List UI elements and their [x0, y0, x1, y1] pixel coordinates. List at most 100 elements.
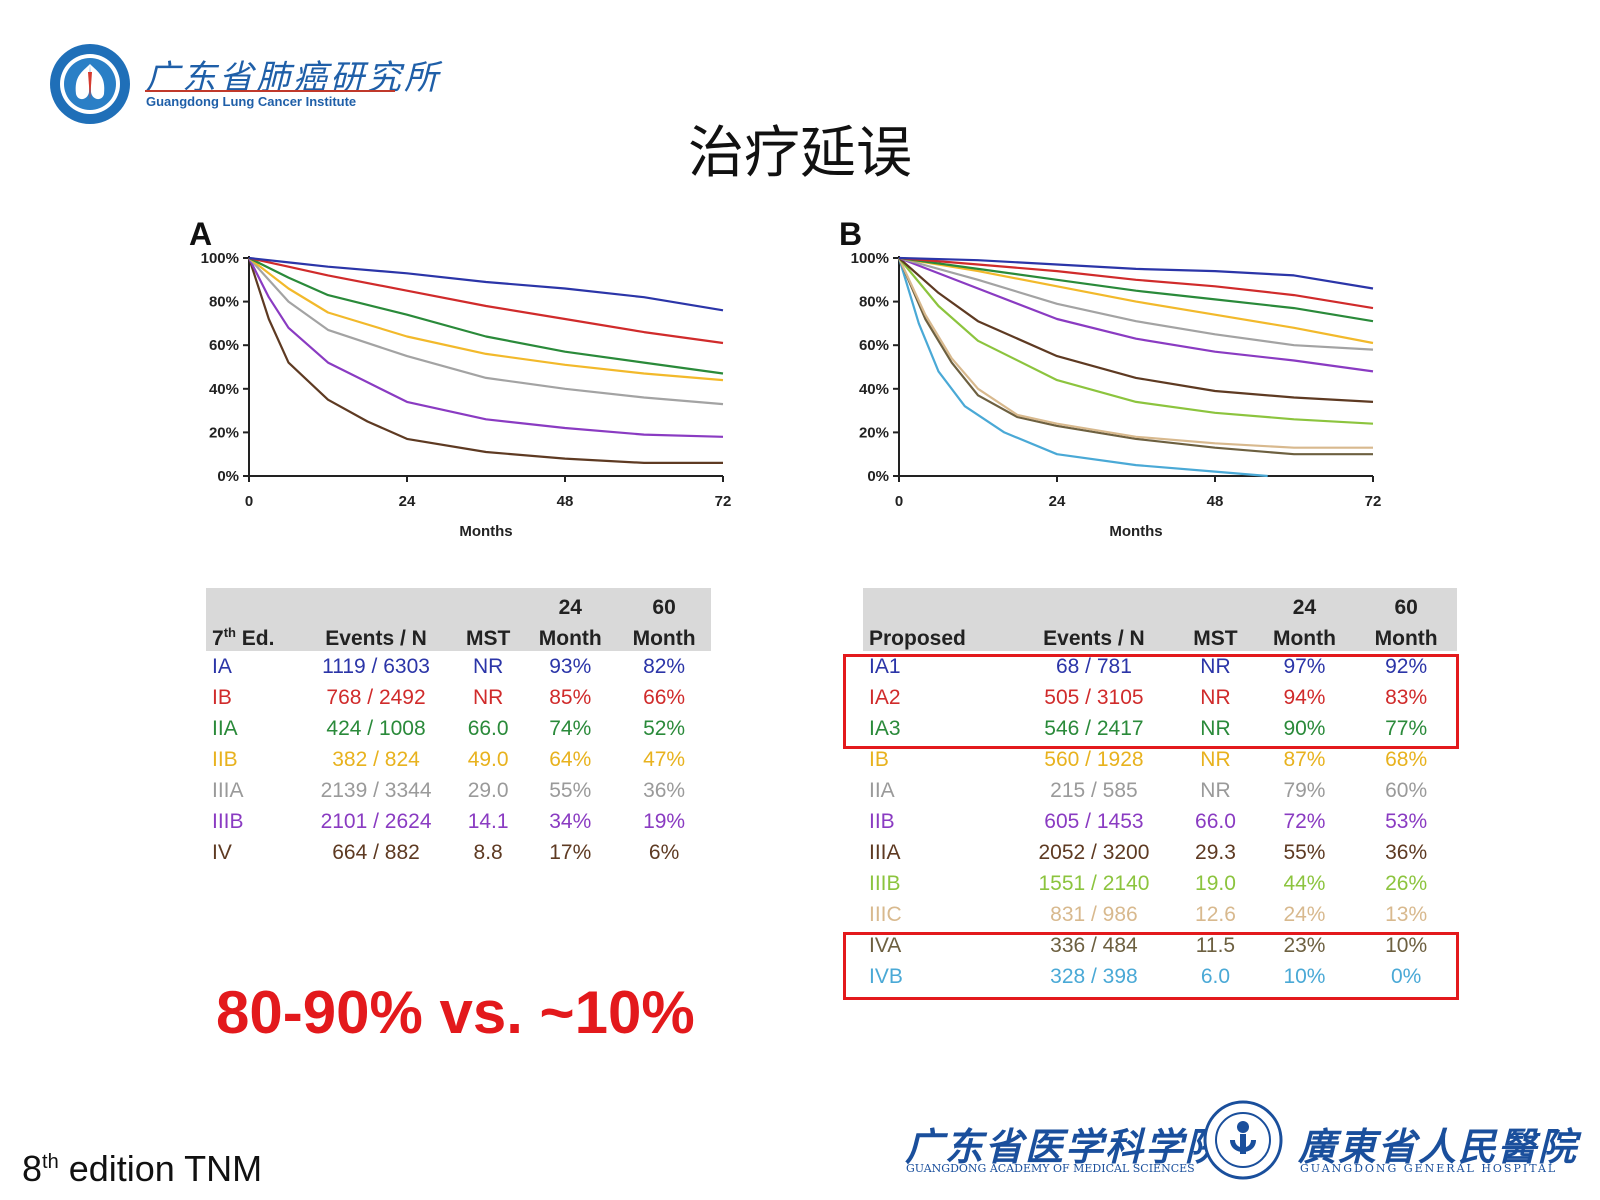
table-b-head-top-3: 24: [1292, 596, 1317, 619]
y-tick-label: 0%: [867, 468, 889, 485]
table-a-head-top-4: 60: [652, 596, 676, 619]
survival-curve-ib: [248, 256, 724, 345]
y-tick-label: 100%: [851, 250, 889, 267]
month60-cell: 0%: [1390, 964, 1422, 988]
x-axis-label: Months: [1109, 523, 1162, 540]
stage-cell: IIA: [212, 716, 238, 740]
table-b-head-top-0: [863, 588, 1011, 620]
survival-table-7th-edition: 24 60 7th Ed. Events / N MST Month Month…: [206, 588, 711, 868]
table-row: IA2 505 / 3105 NR 94% 83%: [863, 682, 1457, 713]
month60-cell: 36%: [643, 778, 686, 802]
x-tick-label: 0: [895, 493, 903, 510]
month24-cell: 72%: [1283, 809, 1326, 833]
month60-cell: 53%: [1385, 809, 1428, 833]
table-row: IIA 424 / 1008 66.0 74% 52%: [206, 713, 711, 744]
table-b-head-events: Events / N: [1043, 627, 1145, 650]
events-cell: 1551 / 2140: [1038, 871, 1150, 895]
events-cell: 336 / 484: [1050, 933, 1138, 957]
events-cell: 664 / 882: [332, 840, 420, 864]
y-tick-label: 40%: [859, 381, 889, 398]
mst-cell: 66.0: [467, 716, 509, 740]
survival-chart-b: B 0% 20% 40% 60% 80% 100% 0 24 48 72 Months: [839, 216, 1382, 540]
stage-cell: IA: [212, 654, 232, 678]
month24-cell: 79%: [1283, 778, 1326, 802]
month60-cell: 26%: [1385, 871, 1428, 895]
mst-cell: NR: [472, 685, 504, 709]
mst-cell: 8.8: [473, 840, 503, 864]
survival-curve-ia1: [898, 256, 1374, 290]
x-tick-label: 72: [715, 493, 732, 510]
gams-name-en: GUANGDONG ACADEMY OF MEDICAL SCIENCES: [906, 1162, 1195, 1175]
month60-cell: 68%: [1385, 747, 1428, 771]
table-row: IIIC 831 / 986 12.6 24% 13%: [863, 899, 1457, 930]
y-tick-label: 80%: [209, 294, 239, 311]
mst-cell: NR: [1200, 654, 1231, 678]
events-cell: 328 / 398: [1050, 964, 1138, 988]
table-row: IIIB 2101 / 2624 14.1 34% 19%: [206, 806, 711, 837]
slide-title: 治疗延误: [688, 121, 912, 186]
stage-cell: IIIB: [869, 871, 901, 895]
month24-cell: 55%: [1283, 840, 1326, 864]
month60-cell: 66%: [643, 685, 686, 709]
y-tick-label: 80%: [859, 294, 889, 311]
survival-curve-iv: [247, 257, 723, 464]
table-a-head-top-2: [453, 588, 523, 620]
survival-curve-iib: [248, 257, 724, 382]
month24-cell: 55%: [549, 778, 592, 802]
y-tick-label: 40%: [209, 381, 239, 398]
table-row: IIB 382 / 824 49.0 64% 47%: [206, 744, 711, 775]
survival-curve-iva: [897, 257, 1373, 456]
stage-cell: IA2: [869, 685, 901, 709]
stage-cell: IIB: [869, 809, 895, 833]
survival-curve-ib: [898, 256, 1374, 345]
month60-cell: 83%: [1385, 685, 1428, 709]
y-tick-label: 60%: [859, 337, 889, 354]
events-cell: 1119 / 6303: [322, 654, 430, 678]
stage-cell: IIIC: [869, 902, 902, 926]
month60-cell: 10%: [1385, 933, 1428, 957]
mst-cell: 19.0: [1195, 871, 1236, 895]
x-tick-label: 48: [557, 493, 574, 510]
institute-logo-icon: [50, 44, 130, 124]
hospital-name-cn: 廣東省人民醫院: [1298, 1124, 1579, 1169]
stage-cell: IB: [212, 685, 232, 709]
mst-cell: 49.0: [467, 747, 509, 771]
month60-cell: 82%: [643, 654, 686, 678]
table-b-head-top-4: 60: [1394, 596, 1418, 619]
table-a-head-events: Events / N: [325, 627, 427, 650]
table-a-head-24m: Month: [538, 627, 602, 650]
table-row: IIA 215 / 585 NR 79% 60%: [863, 775, 1457, 806]
stage-cell: IIB: [212, 747, 238, 771]
events-cell: 831 / 986: [1050, 902, 1138, 926]
highlight-comparison: 80-90% vs. ~10%: [216, 979, 695, 1046]
stage-cell: IV: [212, 840, 232, 864]
stage-cell: IIIB: [212, 809, 244, 833]
x-tick-label: 48: [1207, 493, 1224, 510]
events-cell: 424 / 1008: [326, 716, 426, 740]
month24-cell: 64%: [549, 747, 592, 771]
gams-name-cn: 广东省医学科学院: [905, 1124, 1226, 1169]
panel-label: B: [839, 216, 862, 252]
stage-cell: IIIA: [869, 840, 901, 864]
table-a-head-top-0: [206, 588, 299, 620]
table-b-head-top-1: [1011, 588, 1178, 620]
month24-cell: 93%: [549, 654, 592, 678]
mst-cell: NR: [1200, 747, 1231, 771]
stage-cell: IVB: [869, 964, 903, 988]
x-tick-label: 0: [245, 493, 253, 510]
survival-curve-ia3: [898, 256, 1374, 323]
survival-curve-iia: [248, 257, 724, 375]
stage-cell: IVA: [869, 933, 902, 957]
month24-cell: 97%: [1283, 654, 1326, 678]
month24-cell: 17%: [549, 840, 592, 864]
x-tick-label: 72: [1365, 493, 1382, 510]
survival-curve-iia: [898, 256, 1374, 351]
hospital-emblem-icon: [1203, 1100, 1283, 1180]
month24-cell: 90%: [1283, 716, 1326, 740]
month24-cell: 74%: [549, 716, 592, 740]
events-cell: 382 / 824: [332, 747, 420, 771]
table-b-head-60m: Month: [1374, 627, 1438, 650]
y-tick-label: 60%: [209, 337, 239, 354]
y-tick-label: 20%: [209, 424, 239, 441]
month24-cell: 34%: [549, 809, 592, 833]
